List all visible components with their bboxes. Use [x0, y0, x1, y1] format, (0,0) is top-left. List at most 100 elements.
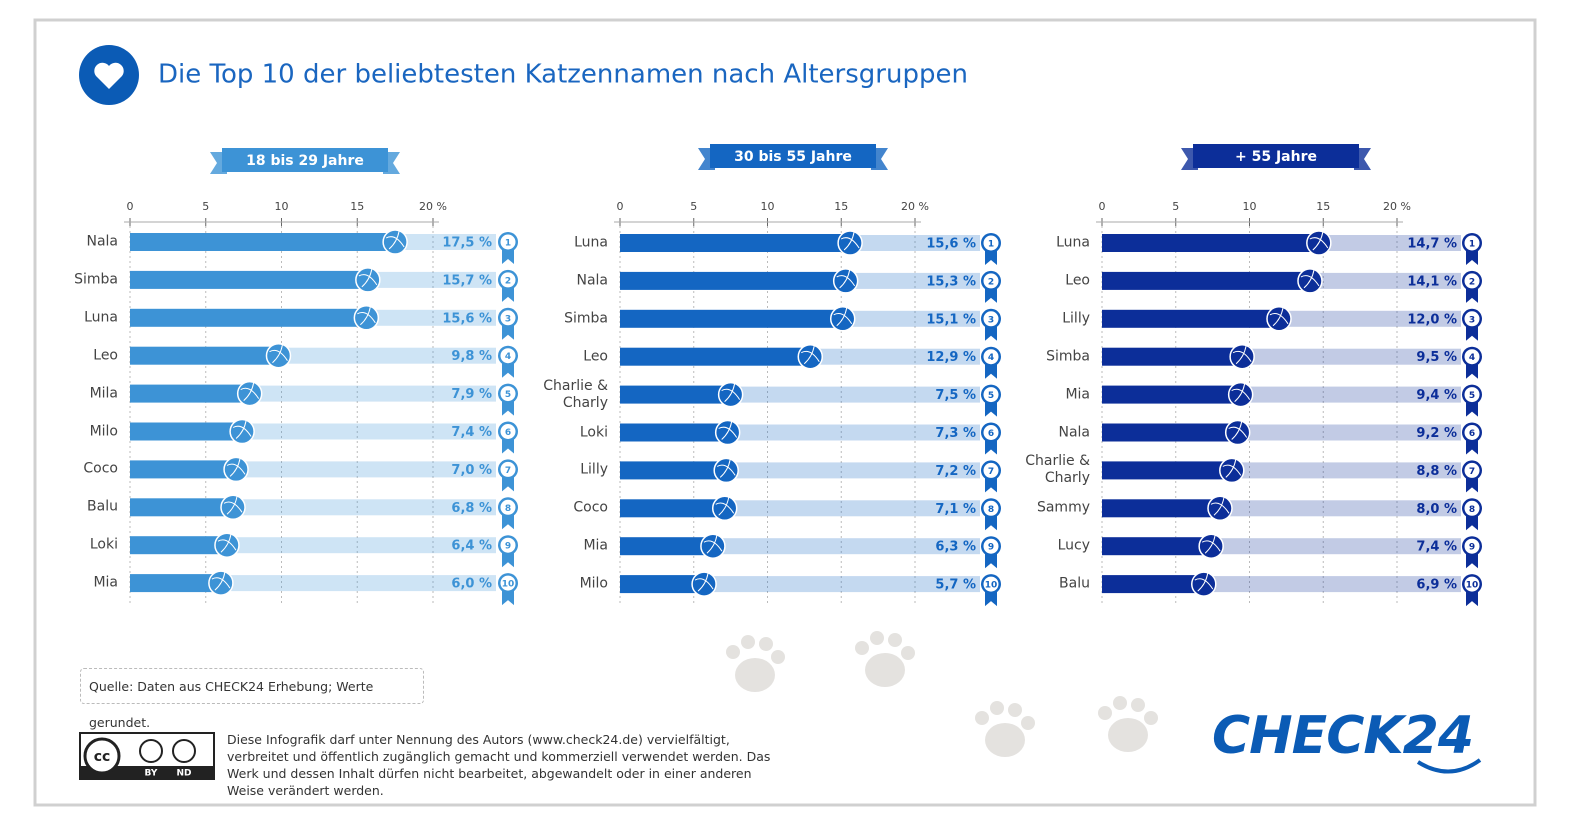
value-label: 9,4 %	[1416, 388, 1457, 403]
rank-label: 7	[988, 467, 994, 477]
yarn-thread	[232, 420, 263, 444]
category-label: Leo	[93, 347, 118, 364]
rank-inner	[500, 386, 516, 402]
category-label: Mia	[93, 574, 118, 591]
category-label: Milo	[89, 423, 118, 439]
bar	[130, 536, 227, 555]
yarn-thread	[1300, 269, 1331, 294]
bar	[1102, 575, 1204, 594]
yarn-thread	[1269, 307, 1300, 331]
bar	[1102, 461, 1232, 480]
logo-swoosh	[1416, 758, 1482, 774]
rank-label: 9	[505, 542, 511, 552]
x-tick-label: 15	[350, 200, 364, 213]
rank-inner	[1464, 273, 1480, 289]
category-label: Loki	[579, 424, 608, 440]
yarn-thread	[385, 230, 416, 255]
x-tick-label: 10	[761, 200, 775, 213]
rank-inner	[983, 273, 999, 289]
title: Die Top 10 der beliebtesten Katzennamen …	[158, 60, 968, 90]
license: Diese Infografik darf unter Nennung des …	[227, 732, 771, 798]
rank-label: 7	[1469, 467, 1475, 477]
banner	[222, 148, 388, 172]
rank-label: 2	[505, 276, 511, 286]
rank-label: 4	[1469, 353, 1475, 363]
yarn-thread	[357, 306, 387, 330]
category-label: Simba	[74, 271, 118, 288]
x-tick-label: 5	[1172, 200, 1179, 213]
rank-inner	[983, 500, 999, 516]
yarn-thread	[226, 458, 257, 482]
category-label: Mila	[89, 385, 118, 402]
yarn-thread	[223, 496, 254, 520]
value-label: 7,0 %	[451, 463, 492, 478]
rank-inner	[983, 349, 999, 365]
yarn-thread	[694, 573, 725, 597]
yarn-thread	[718, 421, 748, 445]
rank-label: 4	[505, 352, 511, 362]
rank-label: 2	[988, 277, 994, 287]
yarn-thread	[1231, 383, 1261, 407]
yarn-thread	[801, 345, 831, 369]
rank-label: 9	[1469, 543, 1475, 553]
rank-inner	[1464, 425, 1480, 440]
x-tick-label: 10	[1243, 200, 1257, 213]
rank-label: 6	[505, 428, 511, 438]
bar	[620, 499, 725, 518]
category-label: Nala	[576, 272, 608, 289]
rank-label: 10	[1466, 581, 1479, 591]
rank-label: 8	[1469, 505, 1475, 515]
yarn-thread	[1194, 573, 1224, 597]
nd-icon	[172, 739, 196, 763]
yarn-thread	[358, 268, 389, 293]
bar	[1102, 271, 1310, 290]
category-label: Balu	[87, 498, 118, 515]
bar	[1102, 537, 1212, 556]
value-label: 8,0 %	[1416, 502, 1457, 517]
category-label: Lucy	[1057, 537, 1090, 554]
bar	[1102, 499, 1220, 518]
rank-label: 8	[505, 504, 511, 514]
x-tick-label: 0	[617, 200, 624, 213]
value-label: 15,6 %	[926, 237, 976, 252]
category-label: Balu	[1059, 575, 1090, 592]
rank-inner	[500, 575, 516, 591]
bar	[1102, 423, 1238, 442]
rank-label: 9	[988, 543, 994, 553]
rank-inner	[1464, 349, 1480, 365]
yarn-thread	[211, 572, 242, 596]
yarn-thread	[1201, 535, 1232, 559]
value-label: 5,7 %	[935, 578, 976, 593]
yarn-thread	[1222, 459, 1252, 483]
value-label: 15,7 %	[442, 273, 492, 288]
yarn-thread	[716, 459, 747, 483]
rank-inner	[1464, 387, 1480, 403]
value-label: 15,6 %	[442, 311, 492, 326]
bar	[1102, 347, 1243, 366]
value-label: 15,3 %	[926, 274, 976, 289]
rank-inner	[500, 272, 516, 288]
category-label: Sammy	[1036, 499, 1090, 516]
value-label: 7,4 %	[451, 425, 492, 440]
by-text: BY	[145, 769, 158, 779]
yarn-thread	[1232, 345, 1263, 369]
rank-inner	[983, 311, 999, 327]
category-label: Charlie & Charly	[543, 377, 608, 411]
rank-inner	[1464, 538, 1480, 554]
value-label: 12,0 %	[1407, 312, 1457, 327]
x-tick-label: 0	[127, 200, 134, 213]
x-tick-label: 15	[1316, 200, 1330, 213]
value-label: 7,2 %	[935, 464, 976, 479]
banner	[1193, 144, 1359, 168]
bar	[130, 384, 250, 403]
x-tick-label: 0	[1099, 200, 1106, 213]
value-label: 7,1 %	[935, 502, 976, 517]
x-tick-label: 10	[275, 200, 289, 213]
cc-circle	[83, 737, 121, 775]
value-label: 6,3 %	[935, 540, 976, 555]
rank-inner	[500, 348, 516, 364]
bar	[620, 234, 851, 252]
yarn-thread	[836, 269, 866, 294]
